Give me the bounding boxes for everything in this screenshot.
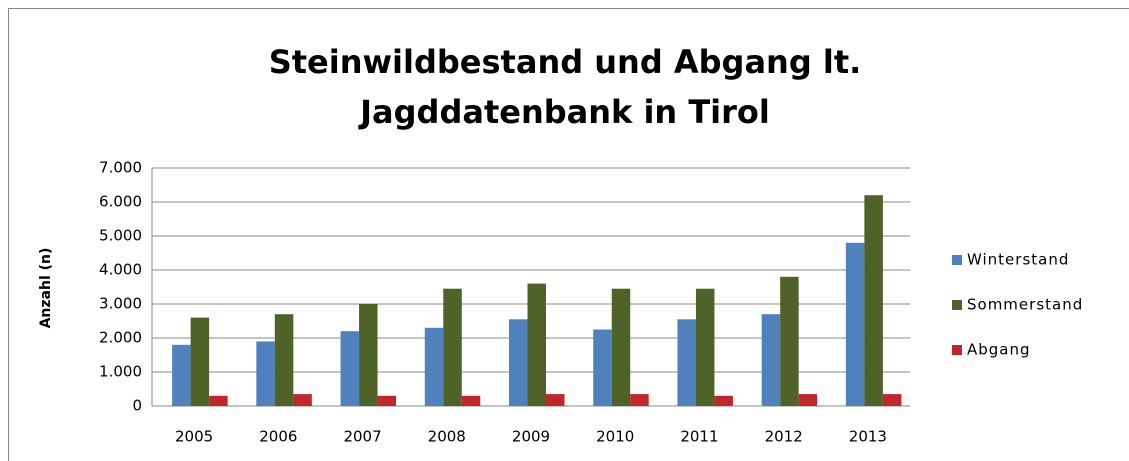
- bar: [274, 314, 294, 406]
- x-tick-label: 2009: [512, 428, 550, 446]
- bar: [509, 319, 528, 406]
- x-tick-label: 2010: [596, 428, 634, 446]
- bar: [780, 276, 799, 406]
- bar: [677, 319, 696, 406]
- bar: [209, 395, 228, 406]
- bar: [714, 395, 733, 406]
- bar: [546, 394, 565, 406]
- bar: [695, 288, 715, 406]
- y-tick-label: 0: [132, 397, 142, 415]
- legend-label: Abgang: [967, 341, 1031, 359]
- y-tick-label: 7.000: [99, 159, 142, 177]
- y-tick-label: 1.000: [99, 363, 142, 381]
- x-tick-label: 2005: [175, 428, 213, 446]
- legend-swatch: [952, 255, 962, 265]
- x-tick-label: 2013: [849, 428, 887, 446]
- bar: [761, 314, 781, 406]
- y-tick-label: 2.000: [99, 329, 142, 347]
- legend-label: Sommerstand: [967, 296, 1083, 314]
- x-tick-label: 2008: [428, 428, 466, 446]
- bar: [611, 288, 631, 406]
- chart-title: Jagddatenbank in Tirol: [358, 93, 770, 131]
- y-tick-label: 6.000: [99, 193, 142, 211]
- bar: [340, 331, 360, 406]
- bar: [424, 327, 444, 406]
- bar: [293, 394, 312, 406]
- bar: [798, 394, 818, 406]
- y-tick-label: 3.000: [99, 295, 142, 313]
- legend-swatch: [952, 345, 962, 355]
- chart-title: Steinwildbestand und Abgang lt.: [269, 43, 862, 81]
- x-tick-label: 2012: [765, 428, 803, 446]
- bar: [630, 394, 649, 406]
- bar: [461, 395, 481, 406]
- bar: [377, 395, 397, 406]
- y-tick-label: 4.000: [99, 261, 142, 279]
- bar: [864, 195, 883, 406]
- bar: [359, 304, 378, 406]
- y-tick-label: 5.000: [99, 227, 142, 245]
- bar: [882, 394, 902, 406]
- x-tick-label: 2011: [680, 428, 718, 446]
- x-tick-label: 2007: [343, 428, 381, 446]
- x-tick-label: 2006: [259, 428, 297, 446]
- legend-swatch: [952, 300, 962, 310]
- bar: [443, 288, 462, 406]
- bar: [845, 242, 865, 406]
- y-axis-label: Anzahl (n): [38, 248, 54, 329]
- bar: [593, 329, 612, 406]
- bar: [527, 283, 546, 406]
- legend-label: Winterstand: [967, 251, 1069, 269]
- bar: [190, 317, 210, 406]
- bar: [172, 344, 191, 406]
- bar: [256, 341, 275, 406]
